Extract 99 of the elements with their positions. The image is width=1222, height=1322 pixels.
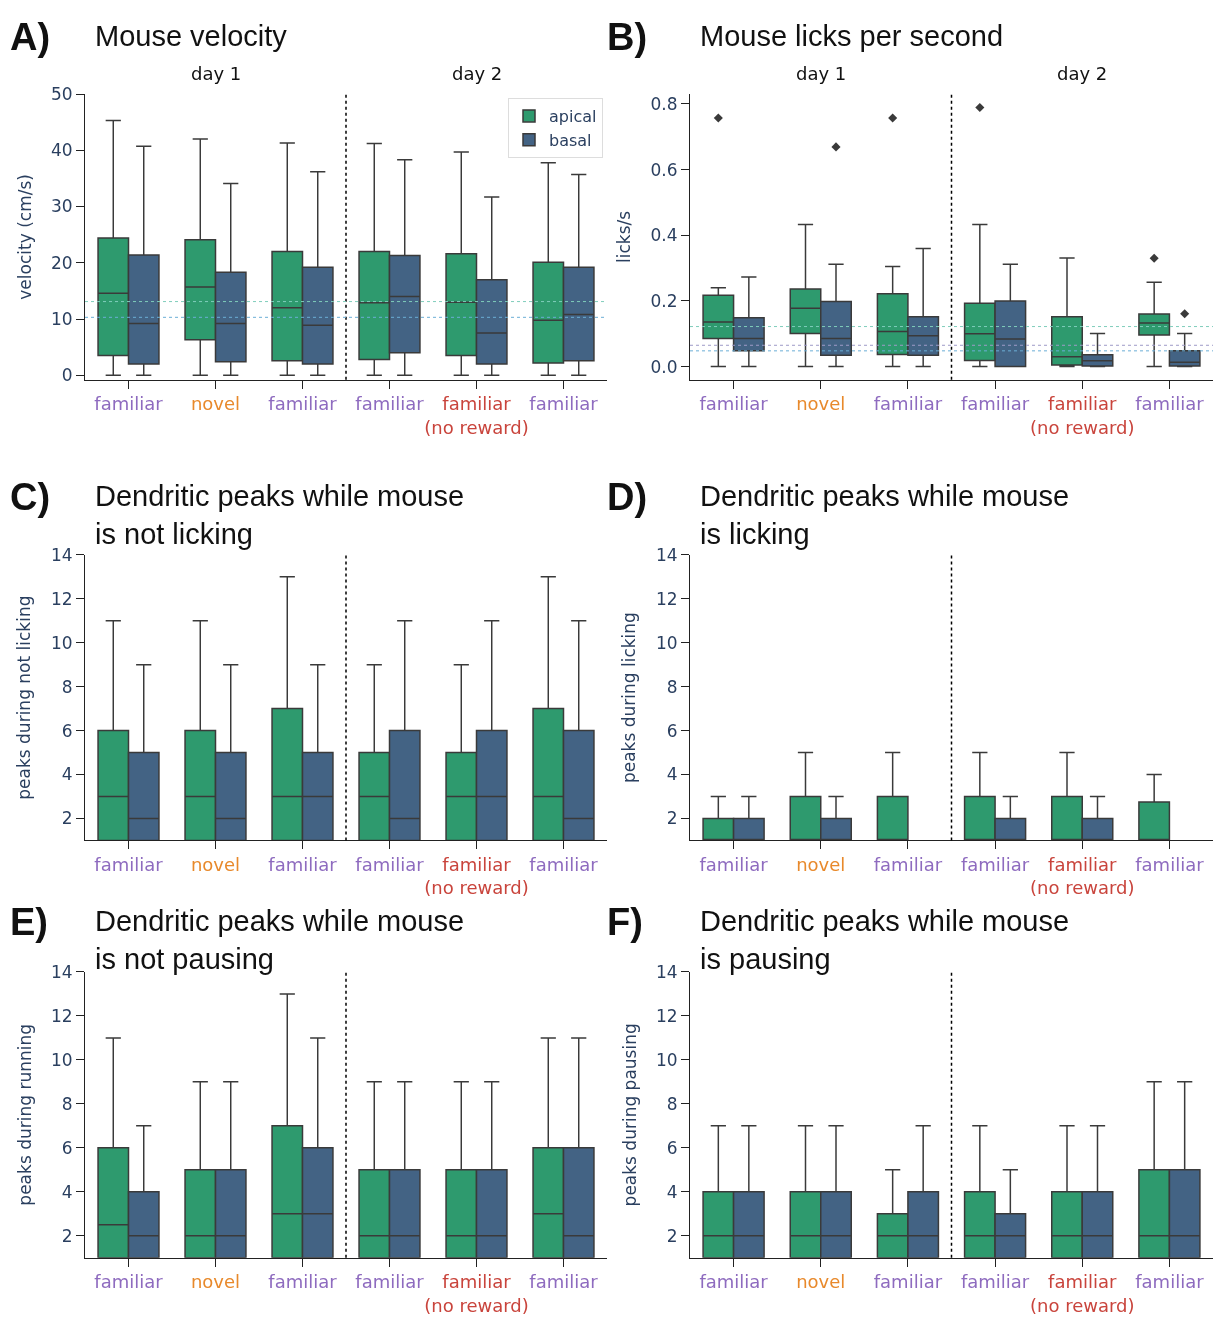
x-tick-label: familiar (529, 1271, 599, 1293)
y-tick-label: 2 (666, 1225, 678, 1246)
x-tick-label: novel (190, 854, 241, 876)
x-tick-label: novel (796, 1271, 846, 1293)
x-tick-label: familiar (355, 393, 425, 415)
x-tick-label: familiar (no reward) (424, 1271, 529, 1316)
x-tick-label: familiar (no reward) (1029, 393, 1135, 438)
x-tick-label: familiar (960, 1271, 1030, 1293)
text: B) (607, 16, 648, 58)
text: day 1 (796, 63, 847, 84)
text: day 1 (191, 63, 242, 84)
y-tick-label: 0.2 (650, 290, 678, 311)
y-tick-label: 0 (61, 365, 73, 386)
y-axis-title: peaks during running (14, 1024, 35, 1206)
y-tick-label: 2 (61, 808, 73, 829)
y-tick-label: 0.8 (650, 93, 678, 114)
x-tick-label: familiar (94, 1271, 164, 1293)
x-tick-label: familiar (no reward) (1029, 1271, 1135, 1316)
text: day 2 (452, 63, 503, 84)
y-axis-title: peaks during licking (619, 612, 640, 784)
x-tick-label: novel (190, 1271, 241, 1293)
y-tick-label: 14 (50, 961, 73, 982)
y-tick-label: 6 (61, 1137, 73, 1158)
x-tick-label: novel (796, 393, 846, 415)
y-tick-label: 0.0 (650, 356, 678, 377)
y-axis-title: licks/s (614, 210, 635, 263)
y-tick-label: 10 (50, 632, 73, 653)
x-tick-label: familiar (268, 1271, 338, 1293)
chart-title: Mouse velocity (95, 20, 288, 52)
chart-title: Mouse licks per second (700, 20, 1004, 52)
x-tick-label: familiar (1135, 1271, 1205, 1293)
x-tick-label: familiar (699, 854, 769, 876)
text: D) (607, 476, 648, 518)
y-tick-label: 12 (50, 588, 73, 609)
x-tick-label: familiar (873, 1271, 943, 1293)
x-tick-label: familiar (268, 854, 338, 876)
y-tick-label: 4 (666, 764, 678, 785)
x-tick-label: familiar (960, 854, 1030, 876)
text: day 2 (1057, 63, 1108, 84)
text: C) (10, 476, 51, 518)
x-tick-label: familiar (no reward) (1029, 854, 1135, 899)
y-tick-label: 4 (61, 1181, 73, 1202)
x-tick-label: novel (190, 393, 241, 415)
y-tick-label: 12 (50, 1005, 73, 1026)
y-tick-label: 6 (61, 720, 73, 741)
y-tick-label: 14 (655, 544, 678, 565)
chart-title: Dendritic peaks while mouse is licking (700, 480, 1070, 550)
chart-title: Dendritic peaks while mouse is pausing (700, 905, 1070, 975)
x-tick-label: familiar (960, 393, 1030, 415)
y-tick-label: 4 (666, 1181, 678, 1202)
y-tick-label: 10 (50, 1049, 73, 1070)
y-tick-label: 12 (655, 588, 678, 609)
y-tick-label: 50 (50, 83, 73, 104)
y-tick-label: 0.4 (650, 225, 678, 246)
x-tick-label: familiar (529, 854, 599, 876)
y-tick-label: 40 (50, 140, 73, 161)
y-tick-label: 14 (50, 544, 73, 565)
x-tick-label: familiar (699, 1271, 769, 1293)
y-tick-label: 20 (50, 252, 73, 273)
x-tick-label: familiar (873, 854, 943, 876)
y-tick-label: 8 (61, 676, 73, 697)
legend-label: apical (549, 107, 597, 127)
x-tick-label: familiar (355, 854, 425, 876)
text: A) (10, 16, 51, 58)
legend-label: basal (549, 130, 592, 150)
y-tick-label: 6 (666, 1137, 678, 1158)
text: F) (607, 901, 643, 943)
y-tick-label: 10 (655, 632, 678, 653)
x-tick-label: familiar (no reward) (424, 854, 529, 899)
y-tick-label: 8 (666, 1093, 678, 1114)
y-axis-title: velocity (cm/s) (14, 174, 35, 300)
y-tick-label: 10 (50, 308, 73, 329)
y-tick-label: 12 (655, 1005, 678, 1026)
x-tick-label: familiar (1135, 854, 1205, 876)
y-tick-label: 6 (666, 720, 678, 741)
y-tick-label: 30 (50, 196, 73, 217)
y-tick-label: 4 (61, 764, 73, 785)
y-tick-label: 8 (666, 676, 678, 697)
y-tick-label: 2 (61, 1225, 73, 1246)
y-axis-title: peaks during not licking (14, 595, 35, 800)
y-tick-label: 2 (666, 808, 678, 829)
x-tick-label: novel (796, 854, 846, 876)
chart-title: Dendritic peaks while mouse is not licking (95, 480, 465, 550)
y-axis-title: peaks during pausing (619, 1023, 640, 1207)
x-tick-label: familiar (699, 393, 769, 415)
x-tick-label: familiar (529, 393, 599, 415)
x-tick-label: familiar (94, 854, 164, 876)
y-tick-label: 8 (61, 1093, 73, 1114)
x-tick-label: familiar (355, 1271, 425, 1293)
x-tick-label: familiar (873, 393, 943, 415)
x-tick-label: familiar (no reward) (424, 393, 529, 438)
text: E) (10, 901, 48, 943)
x-tick-label: familiar (268, 393, 338, 415)
x-tick-label: familiar (94, 393, 164, 415)
y-tick-label: 0.6 (650, 159, 678, 180)
chart-title: Dendritic peaks while mouse is not pausing (95, 905, 465, 975)
y-tick-label: 10 (655, 1049, 678, 1070)
x-tick-label: familiar (1135, 393, 1205, 415)
y-tick-label: 14 (655, 961, 678, 982)
